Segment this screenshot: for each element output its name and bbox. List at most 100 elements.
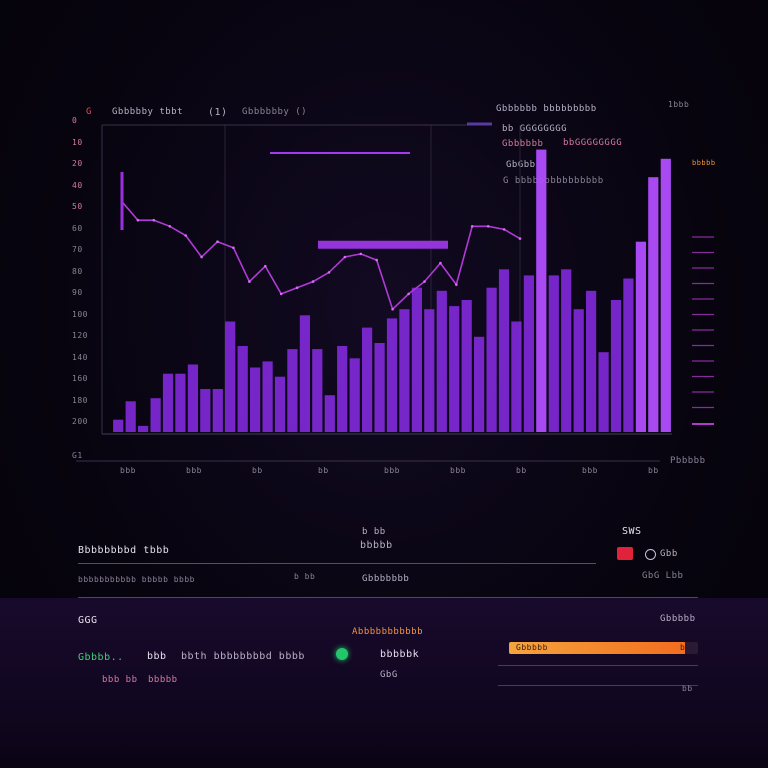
bar bbox=[461, 300, 472, 432]
summary-value-a: b bb bbox=[362, 527, 386, 537]
bar bbox=[299, 315, 310, 432]
footer-center-title: Abbbbbbbbbbb bbox=[352, 627, 424, 637]
footer-right-divider-2 bbox=[498, 685, 698, 686]
header-toggle-button[interactable]: (1) bbox=[208, 107, 228, 118]
bar bbox=[225, 321, 236, 432]
summary-row-a: bbbbbbbbbbb bbbbb bbbb bbox=[78, 575, 195, 584]
legend-row-2a: Gbbbbbb bbox=[502, 139, 544, 149]
y-tick-label: 140 bbox=[72, 352, 88, 362]
legend-row-3a: GbGbb bbox=[506, 160, 536, 170]
line-point bbox=[152, 218, 156, 222]
line-point bbox=[279, 292, 283, 296]
bar bbox=[586, 290, 597, 432]
footer-title: GGG bbox=[78, 615, 98, 626]
line-point bbox=[264, 264, 267, 268]
line-point bbox=[470, 225, 474, 228]
line-point bbox=[327, 271, 331, 274]
y-tick-label: 70 bbox=[72, 245, 83, 254]
summary-row-c: Gbbbbbbb bbox=[362, 574, 410, 584]
footer-metric-b: bbb bbox=[147, 651, 167, 662]
y-tick-label: 120 bbox=[72, 331, 88, 340]
footer-metric-c: bbth bbbbbbbbd bbbb bbox=[181, 651, 305, 662]
legend-right-label: bbbbb bbox=[692, 159, 716, 167]
bar bbox=[374, 343, 385, 432]
bar bbox=[474, 336, 485, 432]
footer-right-divider bbox=[498, 665, 698, 666]
footer-center-sub: GbG bbox=[380, 670, 398, 680]
y-tick-label: 180 bbox=[72, 395, 88, 405]
decorations bbox=[120, 122, 714, 425]
bar bbox=[536, 149, 547, 432]
bars bbox=[113, 149, 671, 433]
threshold-bar bbox=[318, 240, 448, 249]
summary-value-b: bbbbb bbox=[360, 540, 393, 551]
progress-bar bbox=[509, 642, 698, 654]
line-point bbox=[311, 280, 315, 283]
footer-metric-a: Gbbbb.. bbox=[78, 652, 124, 663]
line-point bbox=[423, 280, 426, 283]
bar bbox=[660, 158, 671, 433]
bar bbox=[187, 364, 198, 432]
section-divider bbox=[78, 597, 698, 598]
bar bbox=[548, 275, 559, 432]
bar bbox=[237, 346, 248, 432]
progress-fill bbox=[509, 642, 685, 654]
bar bbox=[436, 290, 447, 432]
footer-center-value: bbbbbk bbox=[380, 649, 420, 660]
bar bbox=[498, 269, 510, 432]
legend-row-4: G bbbbbbbbbbbbbbb bbox=[503, 176, 604, 186]
y-tick-label: 50 bbox=[72, 202, 83, 211]
bar bbox=[312, 349, 323, 432]
footer-right-sub: bb bbox=[682, 684, 693, 693]
progress-end-label: b bbox=[680, 643, 686, 652]
y-tick-label: 160 bbox=[72, 374, 88, 383]
header-menu-button[interactable]: Gbbbbbby () bbox=[242, 107, 308, 117]
y-tick-label: 90 bbox=[72, 288, 83, 297]
bar bbox=[274, 376, 286, 432]
status-online-icon bbox=[336, 648, 348, 660]
bar bbox=[262, 361, 273, 432]
line-point bbox=[391, 307, 394, 311]
y-tick-label: 40 bbox=[72, 180, 83, 190]
line-point bbox=[295, 286, 299, 290]
bar bbox=[287, 349, 298, 432]
bar bbox=[150, 398, 161, 432]
series-line bbox=[121, 201, 521, 311]
x-axis-start-label: G1 bbox=[72, 451, 83, 460]
panel-counter: 1bbb bbox=[668, 100, 690, 109]
status-label: SWS bbox=[622, 526, 642, 537]
summary-divider bbox=[78, 563, 596, 564]
x-tick-label: bb bbox=[318, 466, 329, 475]
line-layer bbox=[120, 200, 522, 311]
status-text: Gbb bbox=[660, 549, 678, 559]
x-tick-label: bb bbox=[516, 466, 527, 475]
bar bbox=[598, 352, 609, 432]
line-point bbox=[407, 292, 410, 296]
line-point bbox=[502, 228, 506, 231]
x-tick-label: bbb bbox=[186, 466, 202, 475]
bar bbox=[362, 327, 373, 432]
line-point bbox=[375, 258, 379, 262]
progress-label: Gbbbbb bbox=[516, 643, 548, 652]
bar bbox=[449, 306, 460, 432]
line-point bbox=[216, 240, 219, 243]
x-tick-label: bb bbox=[252, 466, 263, 475]
radio-icon[interactable] bbox=[645, 549, 656, 560]
record-button[interactable] bbox=[617, 547, 633, 560]
bar bbox=[337, 346, 348, 432]
y-tick-label: 100 bbox=[72, 309, 88, 319]
bar bbox=[113, 419, 124, 432]
bar bbox=[250, 367, 261, 432]
bar bbox=[561, 269, 572, 432]
x-tick-label: bbb bbox=[582, 466, 598, 475]
panel-title: Gbbbbbb bbbbbbbbb bbox=[496, 104, 597, 114]
x-tick-label: bbb bbox=[450, 466, 466, 475]
y-tick-label: 200 bbox=[72, 417, 88, 426]
x-tick-label: bb bbox=[648, 466, 659, 475]
header-glyph: G bbox=[86, 107, 92, 117]
y-tick-label: 80 bbox=[72, 266, 83, 276]
bar bbox=[573, 309, 584, 432]
line-point bbox=[359, 252, 363, 256]
line-point bbox=[343, 255, 347, 259]
